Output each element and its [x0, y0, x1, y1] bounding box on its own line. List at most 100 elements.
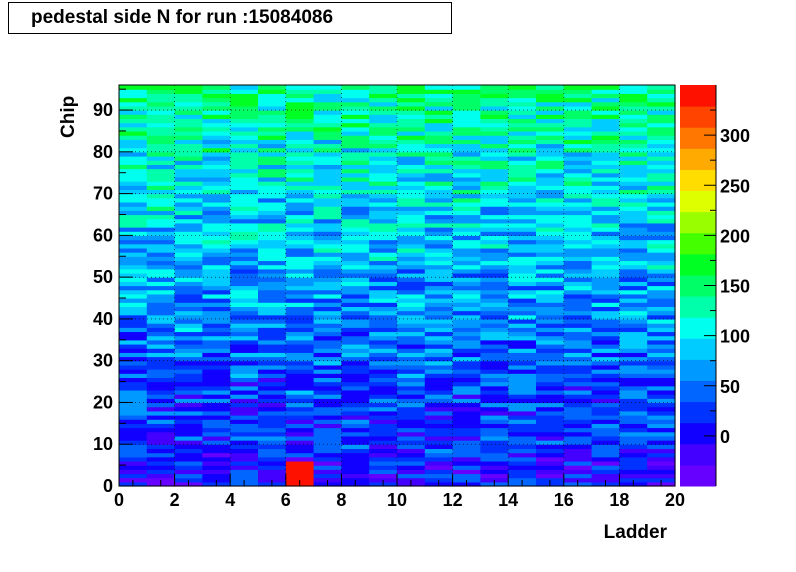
heatmap-cell [647, 402, 676, 408]
heatmap-cell [146, 285, 176, 291]
y-tick-label: 40 [93, 309, 113, 329]
heatmap-cell [369, 389, 398, 395]
heatmap-cell [174, 394, 203, 399]
heatmap-cell [230, 210, 259, 216]
heatmap-cell [647, 126, 676, 132]
heatmap-cell [452, 156, 481, 161]
heatmap-cell [341, 302, 370, 307]
heatmap-cell [285, 335, 315, 341]
heatmap-cell [341, 114, 370, 120]
heatmap-cell [536, 160, 565, 165]
heatmap-cell [536, 143, 565, 149]
heatmap-cell [258, 373, 287, 378]
heatmap-cell [397, 318, 426, 324]
heatmap-cell [285, 85, 315, 90]
heatmap-cell [258, 331, 287, 337]
heatmap-cell [424, 243, 454, 249]
heatmap-cell [619, 118, 648, 124]
heatmap-cell [619, 456, 648, 462]
heatmap-cell [202, 110, 231, 115]
heatmap-cell [480, 302, 509, 307]
heatmap-cell [647, 260, 676, 266]
heatmap-cell [174, 218, 203, 224]
heatmap-cell [258, 381, 287, 387]
heatmap-cell [313, 168, 342, 174]
heatmap-cell [508, 172, 537, 178]
y-tick-label: 20 [93, 392, 113, 412]
heatmap-cell [536, 314, 565, 320]
heatmap-cell [452, 348, 481, 353]
heatmap-cell [202, 235, 231, 241]
heatmap-cell [258, 343, 287, 349]
heatmap-cell [230, 440, 259, 445]
heatmap-cell [591, 318, 620, 324]
heatmap-cell [452, 189, 481, 195]
heatmap-cell [591, 206, 620, 211]
heatmap-cell [285, 389, 315, 395]
heatmap-cell [424, 168, 454, 174]
heatmap-cell [452, 444, 481, 450]
heatmap-cell [424, 431, 454, 437]
color-scale-swatch [680, 380, 716, 403]
heatmap-cell [119, 239, 148, 245]
heatmap-cell [146, 214, 176, 220]
heatmap-cell [424, 327, 454, 333]
heatmap-cell [591, 118, 620, 124]
heatmap-cell [341, 89, 370, 94]
heatmap-cell [146, 402, 176, 408]
heatmap-cell [563, 135, 593, 140]
heatmap-cell [258, 352, 287, 358]
heatmap-cell [508, 381, 537, 387]
heatmap-cell [452, 193, 481, 199]
heatmap-cell [230, 377, 259, 383]
heatmap-cell [174, 339, 203, 345]
heatmap-cell [397, 247, 426, 253]
heatmap-cell [230, 201, 259, 207]
heatmap-cell [508, 256, 537, 262]
heatmap-cell [174, 256, 203, 262]
heatmap-cell [647, 143, 676, 149]
heatmap-cell [258, 227, 287, 232]
heatmap-cell [647, 181, 676, 186]
heatmap-cell [341, 369, 370, 374]
heatmap-cell [397, 139, 426, 145]
heatmap-cell [424, 323, 454, 328]
heatmap-cell [230, 93, 259, 99]
heatmap-cell [369, 160, 398, 165]
color-scale-swatch [680, 443, 716, 466]
heatmap-cell [452, 243, 481, 249]
heatmap-cell [508, 323, 537, 328]
heatmap-cell [536, 181, 565, 186]
heatmap-cell [119, 373, 148, 378]
heatmap-cell [313, 381, 342, 387]
heatmap-cell [230, 398, 259, 404]
heatmap-cell [563, 260, 593, 266]
heatmap-cell [647, 206, 676, 211]
heatmap-cell [591, 465, 620, 470]
heatmap-cell [230, 160, 259, 165]
color-scale-swatch [680, 232, 716, 255]
heatmap-cell [591, 410, 620, 416]
heatmap-cell [369, 331, 398, 337]
heatmap-cell [480, 89, 509, 94]
color-scale-swatch [680, 274, 716, 297]
heatmap-cell [146, 406, 176, 412]
heatmap-cell [563, 469, 593, 475]
heatmap-cell [397, 193, 426, 199]
heatmap-cell [202, 206, 231, 211]
heatmap-cell [397, 189, 426, 195]
heatmap-cell [452, 252, 481, 257]
heatmap-cell [230, 197, 259, 203]
heatmap-cell [647, 435, 676, 441]
heatmap-cell [397, 285, 426, 291]
heatmap-cell [480, 101, 509, 107]
heatmap-cell [536, 356, 565, 362]
heatmap-cell [536, 302, 565, 307]
heatmap-cell [146, 469, 176, 475]
heatmap-cell [369, 414, 398, 420]
heatmap-cell [619, 260, 648, 266]
heatmap-cell [480, 356, 509, 362]
heatmap-cell [146, 272, 176, 278]
heatmap-cell [230, 360, 259, 366]
heatmap-cell [536, 369, 565, 374]
